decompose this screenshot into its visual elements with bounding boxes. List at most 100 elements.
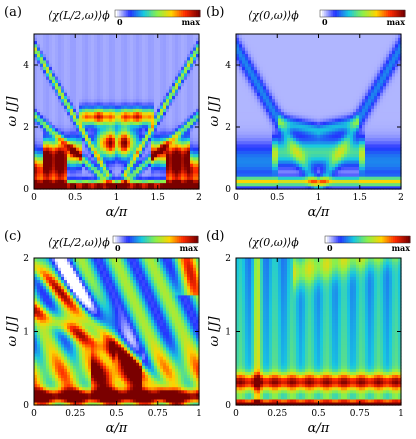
heatmap-cell xyxy=(142,137,146,142)
heatmap-cell xyxy=(193,82,197,87)
heatmap-cell xyxy=(377,176,381,180)
heatmap-cell xyxy=(187,43,191,48)
heatmap-cell xyxy=(314,95,318,100)
heatmap-cell xyxy=(281,150,285,155)
heatmap-cell xyxy=(97,105,101,109)
heatmap-cell xyxy=(184,66,188,71)
heatmap-cell xyxy=(254,140,258,145)
heatmap-cell xyxy=(181,182,185,187)
heatmap-cell xyxy=(371,85,375,90)
heatmap-cell xyxy=(142,127,146,132)
heatmap-cell xyxy=(100,66,104,71)
heatmap-cell xyxy=(332,56,336,61)
heatmap-cell xyxy=(97,130,101,135)
heatmap-cell xyxy=(82,137,86,142)
heatmap-cell xyxy=(34,156,38,161)
heatmap-cell xyxy=(148,56,152,61)
heatmap-cell xyxy=(257,108,261,113)
heatmap-cell xyxy=(169,114,173,119)
heatmap-cell xyxy=(127,147,131,151)
heatmap-cell xyxy=(362,108,366,113)
heatmap-cell xyxy=(242,124,246,129)
heatmap-cell xyxy=(175,182,179,187)
heatmap-cell xyxy=(76,46,80,51)
heatmap-cell xyxy=(377,143,381,148)
heatmap-cell xyxy=(305,75,309,80)
heatmap-cell xyxy=(82,127,86,132)
heatmap-cell xyxy=(293,105,297,109)
heatmap-cell xyxy=(356,134,360,138)
heatmap-cell xyxy=(70,179,74,184)
heatmap-cell xyxy=(287,153,291,158)
heatmap-cell xyxy=(100,56,104,61)
heatmap-cell xyxy=(266,75,270,80)
heatmap-cell xyxy=(368,140,372,145)
heatmap-cell xyxy=(82,121,86,126)
heatmap-cell xyxy=(320,163,324,167)
heatmap-cell xyxy=(193,111,197,116)
heatmap-cell xyxy=(88,140,92,145)
heatmap-cell xyxy=(163,159,167,164)
heatmap-cell xyxy=(37,88,41,93)
heatmap-cell xyxy=(142,111,146,116)
colorbar-segment xyxy=(176,10,180,17)
heatmap-cell xyxy=(344,59,348,64)
heatmap-cell xyxy=(184,34,188,38)
heatmap-cell xyxy=(320,75,324,80)
heatmap-cell xyxy=(314,63,318,67)
heatmap-cell xyxy=(127,63,131,67)
heatmap-cell xyxy=(293,101,297,106)
heatmap-cell xyxy=(257,98,261,103)
heatmap-cell xyxy=(103,166,107,171)
heatmap-cell xyxy=(64,114,68,119)
heatmap-cell xyxy=(275,56,279,61)
heatmap-cell xyxy=(49,140,53,145)
heatmap-cell xyxy=(290,134,294,138)
heatmap-cell xyxy=(317,40,321,45)
heatmap-cell xyxy=(266,79,270,84)
heatmap-cell xyxy=(154,98,158,103)
heatmap-cell xyxy=(169,72,173,77)
heatmap-cell xyxy=(76,185,80,190)
heatmap-cell xyxy=(160,182,164,187)
heatmap-cell xyxy=(151,105,155,109)
heatmap-cell xyxy=(344,50,348,54)
heatmap-cell xyxy=(359,98,363,103)
heatmap-cell xyxy=(157,185,161,190)
heatmap-cell xyxy=(160,166,164,171)
heatmap-cell xyxy=(67,40,71,45)
heatmap-cell xyxy=(317,124,321,129)
heatmap-cell xyxy=(281,85,285,90)
heatmap-cell xyxy=(248,37,252,42)
heatmap-cell xyxy=(269,95,273,100)
heatmap-cell xyxy=(287,121,291,126)
heatmap-cell xyxy=(52,101,56,106)
heatmap-cell xyxy=(52,92,56,96)
heatmap-cell xyxy=(184,72,188,77)
heatmap-cell xyxy=(236,153,240,158)
heatmap-cell xyxy=(82,66,86,71)
heatmap-cell xyxy=(175,137,179,142)
heatmap-cell xyxy=(362,43,366,48)
heatmap-cell xyxy=(308,114,312,119)
heatmap-cell xyxy=(242,130,246,135)
heatmap-cell xyxy=(184,182,188,187)
heatmap-cell xyxy=(284,140,288,145)
heatmap-cell xyxy=(61,108,65,113)
heatmap-cell xyxy=(281,95,285,100)
heatmap-cell xyxy=(157,147,161,151)
heatmap-cell xyxy=(40,150,44,155)
heatmap-cell xyxy=(151,130,155,135)
heatmap-cell xyxy=(196,163,200,167)
heatmap-cell xyxy=(248,130,252,135)
heatmap-cell xyxy=(245,169,249,174)
heatmap-cell xyxy=(157,88,161,93)
heatmap-cell xyxy=(296,92,300,96)
heatmap-cell xyxy=(112,53,116,58)
heatmap-cell xyxy=(100,108,104,113)
heatmap-cell xyxy=(172,53,176,58)
heatmap-cell xyxy=(85,105,89,109)
heatmap-cell xyxy=(115,117,119,122)
heatmap-cell xyxy=(34,40,38,45)
